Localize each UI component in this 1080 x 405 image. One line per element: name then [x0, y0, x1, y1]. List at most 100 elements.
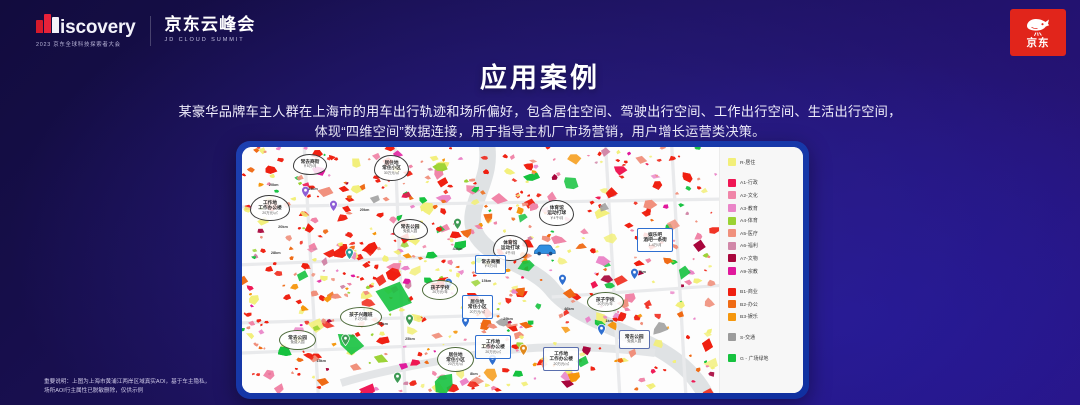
legend-item-a7[interactable]: A7-文物 — [728, 252, 803, 265]
callout-title: 工作地 — [486, 339, 501, 344]
distance-label: 20km — [359, 208, 370, 212]
map-pin-blue-4[interactable] — [558, 273, 567, 287]
callout-meta: 20万元/年 — [432, 289, 448, 294]
callout-meta: 免费入园 — [627, 339, 642, 344]
distance-label: 34km — [308, 187, 318, 191]
disclaimer-label: 重要说明： — [44, 379, 72, 385]
legend-label: A9-宗教 — [740, 269, 758, 275]
map-pin-teal[interactable] — [345, 247, 354, 261]
legend-label: A1-行政 — [740, 181, 758, 187]
map-pin-green[interactable] — [341, 333, 350, 347]
legend-item-a1[interactable]: A1-行政 — [728, 177, 803, 190]
callout-title: 孩子学校 — [595, 296, 615, 302]
callout-meta: 30万元/㎡ — [383, 170, 400, 175]
map-callout-residence-community-bottom[interactable]: 居住地 常住小区 20万元/㎡ — [437, 347, 474, 373]
legend-item-a5[interactable]: A5-医疗 — [728, 227, 803, 240]
map-pin-green-2[interactable] — [405, 313, 414, 327]
legend-swatch-icon — [728, 287, 736, 296]
map-callout-stadium-ball-games[interactable]: 体育馆 运动打球 4千/月 — [492, 235, 528, 262]
callout-subtitle: 常住小区 — [382, 165, 401, 171]
disclaimer-text-1: 上图为上海市黄浦江两岸区域真实AOI，基于车主隐私， — [71, 379, 211, 385]
callout-title: 居住地 — [384, 160, 399, 165]
page-subtitle: 某豪华品牌车主人群在上海市的用车出行轨迹和场所偏好，包含居住空间、驾驶出行空间、… — [125, 102, 955, 142]
map-callout-kids-school-left[interactable]: 孩子学校 20万元/年 — [421, 280, 459, 300]
map-pin-blue-6[interactable] — [630, 267, 639, 281]
legend-swatch-icon — [728, 312, 736, 321]
callout-meta: 20万元/㎡ — [485, 349, 501, 354]
map-callout-workplace-office-northwest[interactable]: 工作地 工作办公楼 20万元/㎡ — [250, 195, 290, 222]
callout-meta: ￥2万/年 — [354, 316, 368, 321]
legend-swatch-icon — [728, 354, 736, 363]
legend-item-b2[interactable]: B2-办公 — [728, 298, 803, 311]
callout-title: 常去商街 — [300, 159, 320, 164]
legend-item-g[interactable]: G - 广场绿地 — [728, 352, 803, 365]
callout-meta: ￥5万/月 — [303, 164, 317, 169]
map-callout-gymnasium-sport[interactable]: 体育馆 运动打球 ￥4千/月 — [539, 200, 575, 227]
legend-swatch-icon — [728, 216, 736, 225]
map-callout-frequent-business-district[interactable]: 常去商圈 ￥5万/月 — [475, 255, 507, 274]
map-pin-purple-2[interactable] — [328, 199, 338, 213]
legend-label: A6-福利 — [740, 244, 758, 250]
legend-item-a4[interactable]: A4-体育 — [728, 214, 803, 227]
legend-item-s[interactable]: S-交通 — [728, 331, 803, 344]
legend-item-b3[interactable]: B3-娱乐 — [728, 311, 803, 324]
distance-label: 0.5km — [377, 322, 389, 326]
map-pin-purple[interactable] — [301, 185, 310, 199]
legend-swatch-icon — [728, 158, 736, 167]
aoi-map-canvas[interactable]: 20km 34km 20km 28km 20km 44km 7km 0.5km 15km 25km… — [242, 147, 719, 393]
distance-label: 29km — [503, 317, 513, 321]
distance-label: 46km — [564, 307, 574, 311]
map-callout-kids-school-center[interactable]: 孩子学校 20万元/年 — [586, 292, 624, 312]
legend-swatch-icon — [728, 300, 736, 309]
legend-item-b1[interactable]: B1-商业 — [728, 285, 803, 298]
legend-item-r[interactable]: R-居住 — [728, 156, 803, 169]
legend-swatch-icon — [728, 333, 736, 342]
map-callout-frequent-park-center[interactable]: 常去公园 免费入园 — [392, 219, 428, 240]
callout-title: 居住地 — [448, 351, 463, 357]
legend-swatch-icon — [728, 241, 736, 250]
disclaimer-text-2: 场所AOI行主属性已脱敏删除，仅供示例 — [44, 388, 144, 394]
legend-item-a9[interactable]: A9-宗教 — [728, 265, 803, 278]
brand-divider — [149, 16, 151, 46]
map-callout-frequent-shopping-street[interactable]: 常去商街 ￥5万/月 — [292, 154, 328, 175]
legend-swatch-icon — [728, 229, 736, 238]
map-legend: R-居住 A1-行政 A2-文化 A3-教育 A4-体育 A5-医疗 A6-福利 A7-文物 A… — [719, 147, 803, 393]
distance-label: 8km — [470, 372, 478, 376]
callout-meta: 免费入园 — [290, 339, 305, 344]
callout-title: 常去公园 — [288, 334, 307, 340]
jdd-logo-mark — [36, 14, 59, 33]
distance-label: 20km — [278, 225, 288, 229]
legend-swatch-icon — [728, 254, 736, 263]
legend-label: B1-商业 — [740, 290, 758, 296]
legend-item-a3[interactable]: A3-教育 — [728, 202, 803, 215]
callout-meta: 20万元/㎡ — [447, 362, 464, 367]
map-callout-kids-hobby-class[interactable]: 孩子兴趣班 ￥2万/年 — [340, 307, 382, 327]
map-callout-workplace-office-right[interactable]: 工作地 工作办公楼 20万元/㎡ — [543, 347, 579, 372]
map-callout-residence-community-mid[interactable]: 居住地 常住小区 20万元/㎡ — [461, 295, 493, 320]
map-panel: 20km 34km 20km 28km 20km 44km 7km 0.5km 15km 25km… — [236, 141, 809, 399]
callout-meta: 免费入园 — [403, 229, 418, 234]
callout-meta: 20万元/㎡ — [262, 210, 278, 215]
legend-item-a6[interactable]: A6-福利 — [728, 240, 803, 253]
map-pin-blue-5[interactable] — [597, 323, 606, 337]
map-callout-workplace-office-bottom[interactable]: 工作地 工作办公楼 20万元/㎡ — [475, 335, 511, 360]
distance-label: 20km — [268, 183, 279, 187]
callout-subtitle: 酒吧一条街 — [643, 237, 667, 243]
callout-title: 孩子兴趣班 — [349, 311, 373, 317]
map-callout-residence-community-north[interactable]: 居住地 常住小区 30万元/㎡ — [374, 155, 409, 182]
map-callout-frequent-park-right[interactable]: 常去公园 免费入园 — [618, 330, 650, 349]
jd-logo-text: 京东 — [1026, 37, 1050, 49]
jd-cloud-summit-logo: 京东云峰会 JD CLOUD SUMMIT — [165, 14, 256, 43]
map-callout-entertainment-bar-street[interactable]: 娱乐吧 酒吧一条街 1-4万/月 — [637, 228, 673, 253]
legend-label: A4-体育 — [740, 219, 758, 225]
map-pin-orange[interactable] — [518, 343, 528, 357]
map-pin-green-4[interactable] — [452, 217, 462, 231]
event-branding: iscovery 2023 京东全球科技探索者大会 京东云峰会 JD CLOUD… — [36, 14, 256, 48]
callout-title: 工作地 — [262, 200, 278, 205]
subtitle-line-1: 某豪华品牌车主人群在上海市的用车出行轨迹和场所偏好，包含居住空间、驾驶出行空间、… — [178, 104, 902, 119]
map-callout-frequent-park-left[interactable]: 常去公园 免费入园 — [279, 330, 316, 350]
map-pin-green-3[interactable] — [392, 371, 402, 385]
callout-subtitle: 工作办公楼 — [258, 205, 282, 211]
legend-item-a2[interactable]: A2-文化 — [728, 189, 803, 202]
callout-subtitle: 工作办公楼 — [481, 344, 505, 350]
